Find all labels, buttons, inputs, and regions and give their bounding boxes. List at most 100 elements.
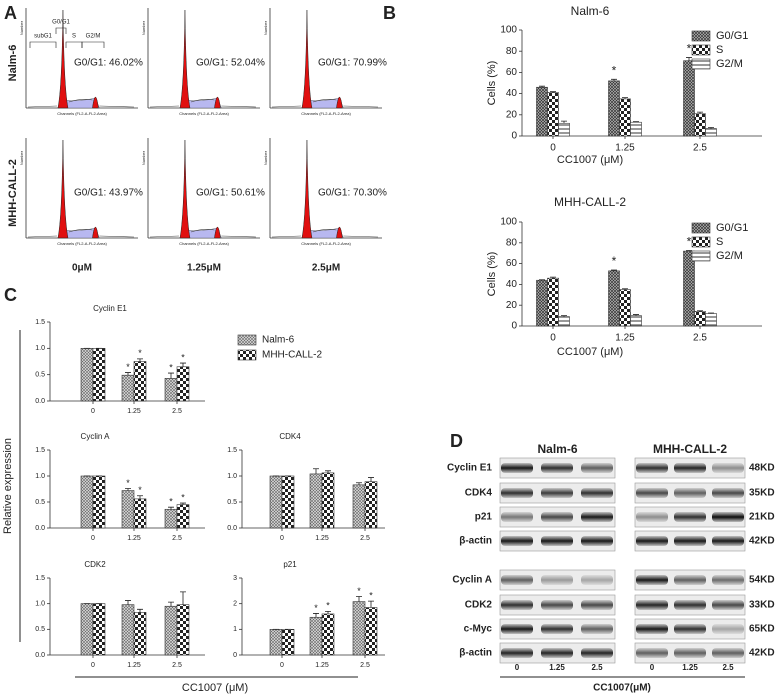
blot-band [674,488,706,498]
bar [121,374,135,402]
significance: * [138,485,142,495]
y-tick-label: 20 [506,300,518,311]
error-bar [125,488,131,491]
legend-swatch [691,236,711,248]
y-tick-label: 80 [506,237,518,248]
error-bar [180,502,186,505]
x-tick-label: 1.25 [127,662,141,669]
hist-y-label: Number [19,20,24,35]
column-label: 1.25μM [187,263,221,274]
chart-title: CDK4 [279,432,301,441]
significance: * [169,362,173,372]
blot-size: 48KD [749,463,775,474]
bar [608,270,620,327]
blot-band [712,624,744,634]
error-bar [313,468,319,474]
y-axis-label: Cells (%) [486,252,498,297]
x-axis-label: CC1007 (μM) [557,154,623,166]
panel-label: C [4,285,17,305]
x-tick-label: 2.5 [693,143,707,154]
gate [29,41,57,48]
blot-band [501,624,533,634]
hist-percentage: G0/G1: 52.04% [196,58,265,69]
hist-percentage: G0/G1: 70.30% [318,188,387,199]
blot-band [674,512,706,522]
bar [92,603,106,656]
bar [536,86,548,137]
y-tick-label: 0 [511,321,517,332]
error-bar [168,601,174,607]
x-tick-label: 0 [280,535,284,542]
chart-title: MHH-CALL-2 [554,195,626,209]
y-tick-label: 1.0 [227,473,237,480]
bar [92,348,106,402]
x-tick-label: 1.25 [315,535,329,542]
bar [133,361,147,402]
blot-protein: Cyclin E1 [447,463,492,474]
legend-swatch [691,44,711,56]
y-tick-label: 40 [506,88,518,99]
hist-g2-peak [336,226,343,239]
legend-swatch [691,222,711,234]
error-bar [137,358,143,362]
row-label: MHH-CALL-2 [7,159,19,227]
chart-title: Cyclin E1 [93,304,127,313]
bar [364,481,378,529]
significance: * [326,601,330,611]
blot-protein: β-actin [459,536,492,547]
error-bar [550,91,556,93]
significance: * [169,497,173,507]
legend-label: S [716,236,723,248]
bar [608,80,620,137]
x-tick-label: 0 [91,408,95,415]
y-tick-label: 0.0 [35,652,45,659]
bar [176,604,190,656]
blot-band [712,575,744,585]
blot-lane: 1.25 [682,663,698,672]
error-bar [622,288,628,290]
blot-band [501,463,533,473]
bar [694,113,706,137]
blot-band [581,463,613,473]
legend-label: G0/G1 [716,30,748,42]
blot-protein: c-Myc [464,624,493,635]
error-bar [633,121,639,123]
legend-label: G2/M [716,58,743,70]
bar [164,378,178,402]
blot-band [501,536,533,546]
y-tick-label: 0.0 [35,525,45,532]
hist-percentage: G0/G1: 70.99% [318,58,387,69]
hist-g2-peak [214,226,221,239]
hist-g1-peak [179,139,191,239]
error-bar [539,279,545,281]
chart-title: p21 [283,560,297,569]
legend-swatch [691,58,711,70]
blot-lane: 2.5 [722,663,734,672]
error-bar [686,250,692,252]
gate [55,27,67,34]
bar [281,629,295,656]
blot-size: 21KD [749,512,775,523]
bar [694,311,706,327]
error-bar [180,591,186,605]
hist-y-label: Number [141,20,146,35]
gate-label: subG1 [34,34,52,40]
legend-label: G0/G1 [716,222,748,234]
error-bar [356,482,362,485]
legend-label: MHH-CALL-2 [262,350,322,361]
error-bar [686,57,692,61]
y-tick-label: 0.5 [227,499,237,506]
error-bar [611,78,617,81]
bar [121,490,135,529]
error-bar [550,276,556,279]
blot-band [636,488,668,498]
bar [683,250,695,327]
blot-band [636,463,668,473]
bar [309,473,323,529]
blot-band [501,488,533,498]
hist-g2-peak [92,226,99,239]
bar [133,498,147,529]
error-bar [539,85,545,88]
hist-g2-peak [214,96,221,109]
